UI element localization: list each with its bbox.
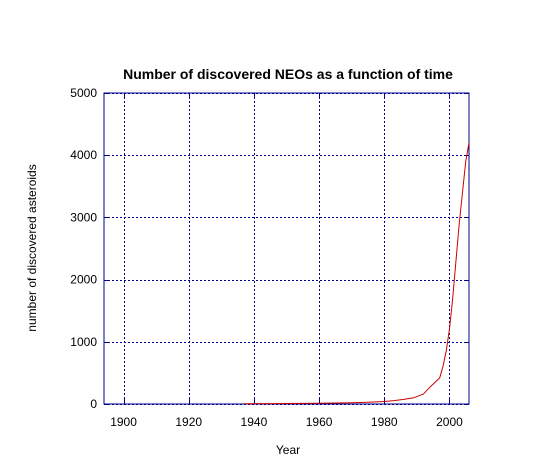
x-axis-label: Year	[276, 443, 300, 457]
axis-ticks: 1900 1920 1940 1960 1980 2000 0 1000 2000 3000 400…	[70, 86, 469, 429]
x-tick-label: 1920	[175, 415, 202, 429]
y-tick-label: 5000	[70, 86, 97, 100]
chart-title: Number of discovered NEOs as a function …	[123, 66, 453, 82]
x-tick-label: 2000	[436, 415, 463, 429]
plot-area-frame	[103, 92, 470, 405]
y-tick-label: 2000	[70, 273, 97, 287]
grid-lines	[104, 93, 469, 405]
y-tick-label: 3000	[70, 210, 97, 224]
y-axis-label: number of discovered asteroids	[25, 164, 39, 331]
x-tick-label: 1980	[371, 415, 398, 429]
y-tick-label: 4000	[70, 148, 97, 162]
x-tick-label: 1900	[110, 415, 137, 429]
series-line	[244, 142, 470, 405]
x-tick-label: 1960	[306, 415, 333, 429]
series-layer	[244, 142, 470, 405]
x-tick-label: 1940	[241, 415, 268, 429]
y-tick-label: 0	[90, 397, 97, 411]
y-tick-label: 1000	[70, 335, 97, 349]
